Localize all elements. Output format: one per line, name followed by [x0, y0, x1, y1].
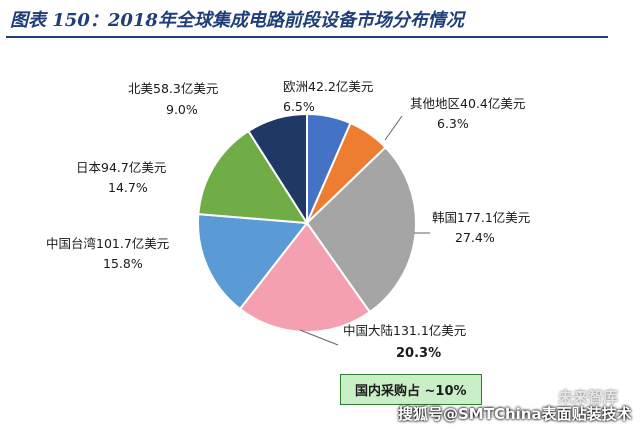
slice-labels: 欧洲42.2亿美元 6.5% 其他地区40.4亿美元 6.3% 韩国177.1亿美元 27…: [46, 79, 530, 361]
slice-percent-label: 20.3%: [396, 346, 441, 361]
watermark-logo-text: 未来智库: [558, 388, 619, 406]
slice-percent-label: 14.7%: [108, 180, 148, 195]
slice-percent-label: 9.0%: [166, 102, 198, 117]
slice-percent-label: 6.5%: [283, 99, 315, 114]
pie-slice: [197, 129, 309, 225]
slice-percent-label: 15.8%: [103, 256, 143, 271]
slice-name-label: 欧洲42.2亿美元: [283, 79, 373, 94]
slice-name-label: 中国大陆131.1亿美元: [343, 323, 466, 338]
slice-percent-label: 6.3%: [437, 116, 469, 131]
slice-name-label: 韩国177.1亿美元: [432, 210, 530, 225]
pie-slices: [196, 112, 417, 333]
pie-slice: [196, 213, 309, 311]
pie-slice: [247, 112, 308, 227]
leader-line: [299, 329, 339, 346]
slice-percent-label: 27.4%: [455, 230, 495, 245]
slice-name-label: 日本94.7亿美元: [76, 160, 166, 175]
title-rule: [6, 36, 608, 38]
slice-name-label: 中国台湾101.7亿美元: [46, 236, 169, 251]
leader-lines: [299, 115, 430, 346]
leader-line: [384, 115, 403, 141]
slice-name-label: 北美58.3亿美元: [128, 81, 218, 96]
domestic-procurement-note: 国内采购占 ~10%: [340, 374, 482, 405]
watermark: 搜狐号@SMTChina表面贴装技术: [398, 405, 632, 423]
slice-name-label: 其他地区40.4亿美元: [410, 96, 525, 111]
chart-title: 图表 150：2018年全球集成电路前段设备市场分布情况: [10, 10, 464, 31]
